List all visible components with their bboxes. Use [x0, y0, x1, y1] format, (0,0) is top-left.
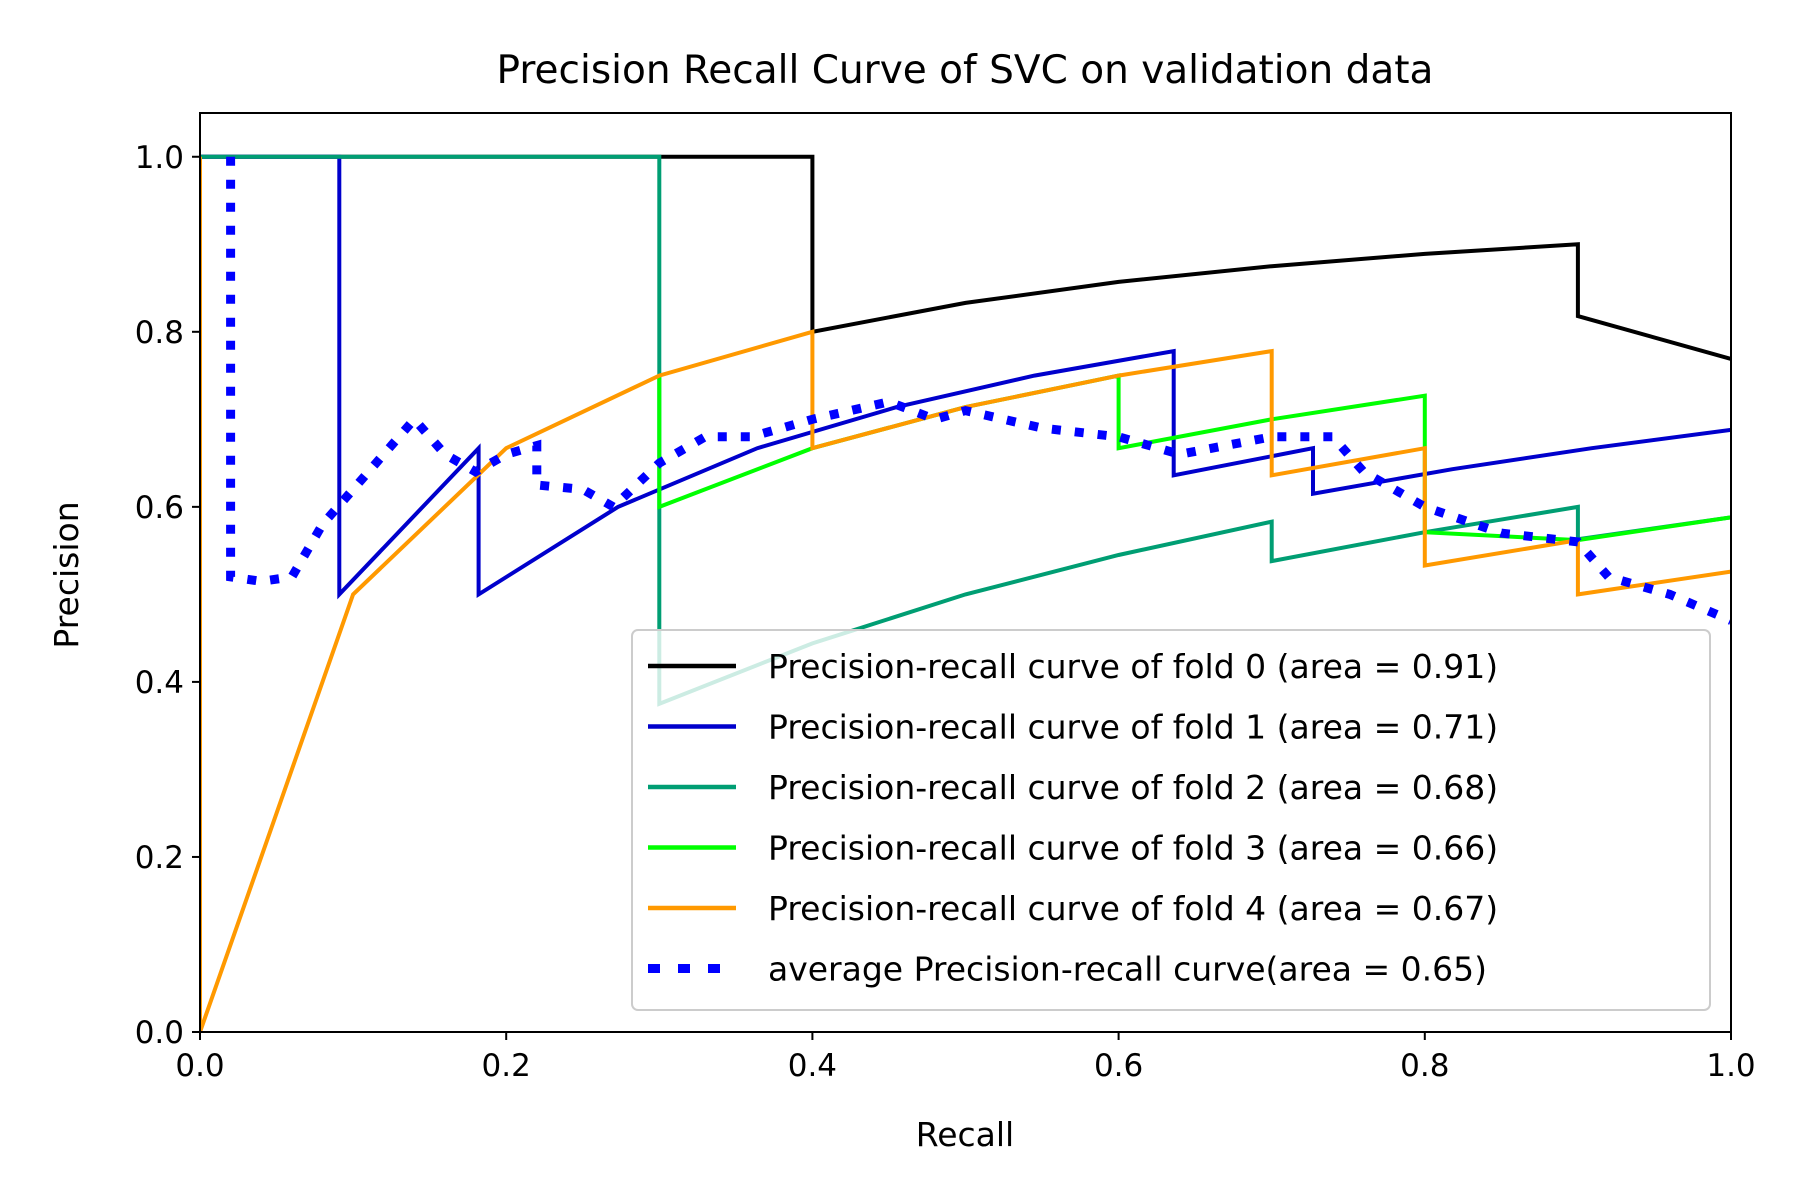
- x-tick-label: 0.4: [788, 1048, 837, 1084]
- series-line-2: [200, 154, 1731, 707]
- x-tick-label: 0.8: [1400, 1048, 1449, 1084]
- plot-area-frame: [199, 112, 1732, 1033]
- series-layer: [200, 154, 1731, 1032]
- chart-title: Precision Recall Curve of SVC on validat…: [497, 48, 1434, 93]
- y-tick-label: 1.0: [135, 140, 184, 176]
- legend-label-1: Precision-recall curve of fold 1 (area =…: [768, 708, 1498, 747]
- legend-label-2: Precision-recall curve of fold 2 (area =…: [768, 768, 1498, 807]
- x-axis: 0.0 0.2 0.4 0.6 0.8 1.0: [175, 1032, 1756, 1084]
- y-axis: 0.0 0.2 0.4 0.6 0.8 1.0: [135, 140, 200, 1051]
- y-tick-label: 0.6: [135, 490, 184, 526]
- y-tick-label: 0.0: [135, 1015, 184, 1051]
- legend-box: [631, 629, 1711, 1011]
- x-tick-label: 1.0: [1706, 1048, 1755, 1084]
- legend: Precision-recall curve of fold 0 (area =…: [631, 629, 1711, 1011]
- series-line-4: [200, 156, 1731, 1032]
- y-tick-label: 0.2: [135, 840, 184, 876]
- x-tick-label: 0.2: [482, 1048, 531, 1084]
- legend-label-5: average Precision-recall curve(area = 0.…: [768, 950, 1487, 989]
- legend-label-3: Precision-recall curve of fold 3 (area =…: [768, 829, 1498, 868]
- y-axis-label: Precision: [47, 501, 86, 648]
- y-tick-label: 0.4: [135, 665, 184, 701]
- legend-label-4: Precision-recall curve of fold 4 (area =…: [768, 889, 1498, 928]
- x-tick-label: 0.0: [175, 1048, 224, 1084]
- x-axis-label: Recall: [916, 1115, 1014, 1154]
- x-tick-label: 0.6: [1094, 1048, 1143, 1084]
- legend-label-0: Precision-recall curve of fold 0 (area =…: [768, 647, 1498, 686]
- series-line-0: [200, 154, 1731, 361]
- series-line-3: [657, 373, 1731, 543]
- y-tick-label: 0.8: [135, 315, 184, 351]
